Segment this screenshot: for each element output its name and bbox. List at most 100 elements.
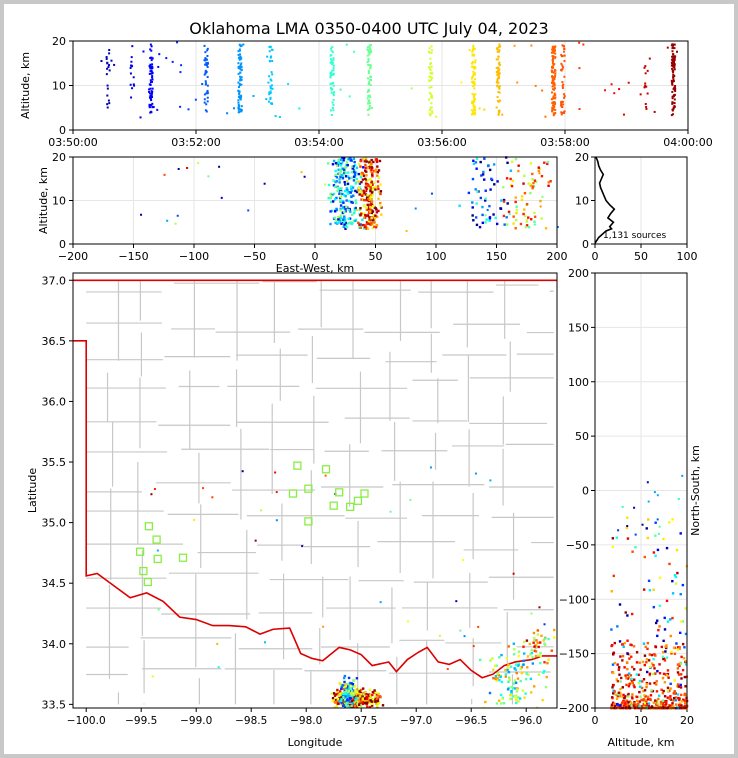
source-point [367, 90, 370, 93]
altitude-density-line [594, 156, 616, 244]
source-point [238, 85, 241, 88]
plan-view-ytick-label: 35.0 [42, 517, 67, 530]
ns-height-xtick-label: 10 [634, 714, 648, 727]
source-point [268, 91, 271, 94]
source-point [638, 661, 641, 664]
source-point [369, 208, 372, 211]
source-point [369, 66, 372, 69]
source-point [502, 186, 505, 189]
source-point [551, 75, 554, 78]
source-point [270, 84, 273, 87]
source-point [460, 81, 463, 84]
source-point [379, 190, 383, 193]
source-point [361, 702, 365, 706]
source-point [338, 699, 341, 703]
source-point [375, 208, 378, 211]
source-point [358, 208, 362, 211]
source-point [563, 75, 566, 78]
source-point [369, 183, 373, 186]
source-point [340, 158, 343, 161]
source-point [527, 673, 530, 676]
source-point [628, 705, 631, 708]
source-point [643, 555, 646, 559]
source-point [340, 691, 344, 695]
source-point [353, 208, 356, 212]
source-point [641, 660, 645, 664]
ns-height-ytick-label: −100 [559, 593, 589, 606]
source-point [563, 96, 566, 99]
source-point [656, 548, 660, 552]
source-point [353, 693, 357, 697]
source-point [497, 86, 500, 89]
source-point [621, 701, 624, 704]
source-point [642, 704, 645, 707]
source-point [366, 54, 369, 57]
source-point [525, 219, 529, 222]
source-point [163, 173, 166, 176]
source-point [374, 700, 377, 703]
source-point [355, 677, 359, 680]
source-point [521, 689, 525, 692]
source-point [343, 194, 346, 197]
source-point [516, 81, 519, 84]
source-point [374, 695, 377, 698]
source-point [552, 104, 555, 107]
source-point [239, 53, 242, 56]
source-point [211, 496, 214, 499]
source-point [510, 160, 514, 164]
source-point [481, 221, 485, 225]
source-point [367, 197, 370, 201]
source-point [151, 66, 154, 69]
source-point [370, 200, 374, 204]
source-point [553, 88, 556, 91]
source-point [371, 194, 374, 197]
source-point [681, 668, 685, 672]
source-point [626, 614, 629, 617]
source-point [359, 159, 362, 163]
source-point [515, 211, 518, 215]
source-point [352, 219, 355, 222]
source-point [263, 641, 266, 644]
source-point [344, 685, 348, 688]
source-point [551, 59, 554, 62]
source-point [430, 93, 433, 96]
source-point [206, 66, 209, 69]
source-point [204, 80, 207, 83]
source-point [150, 92, 153, 95]
source-point [252, 94, 255, 97]
source-point [337, 172, 340, 176]
source-point [525, 220, 529, 223]
source-point [446, 668, 449, 671]
source-point [430, 78, 433, 81]
source-point [680, 677, 683, 680]
source-point [672, 78, 675, 81]
source-point [335, 176, 339, 179]
source-point [522, 663, 525, 666]
source-point [554, 72, 557, 75]
source-point [205, 92, 208, 95]
source-point [153, 488, 156, 491]
source-point [645, 658, 649, 661]
lma-figure: Oklahoma LMA 0350-0400 UTC July 04, 2023… [19, 19, 713, 749]
source-point [368, 81, 371, 84]
source-point [150, 104, 153, 107]
source-point [362, 174, 366, 177]
source-point [663, 659, 667, 662]
source-point [366, 108, 369, 111]
ns-height-xtick-label: 20 [680, 714, 694, 727]
source-point [343, 691, 346, 694]
source-point [372, 181, 376, 185]
source-point [648, 697, 652, 701]
source-point [204, 63, 207, 66]
source-point [525, 224, 529, 227]
source-point [375, 211, 379, 214]
source-point [365, 197, 369, 200]
source-point [370, 191, 374, 194]
source-point [673, 102, 676, 105]
source-point [429, 113, 432, 116]
source-point [362, 223, 365, 227]
source-point [534, 180, 538, 184]
source-point [179, 71, 182, 74]
source-point [478, 658, 482, 662]
source-point [364, 166, 368, 170]
